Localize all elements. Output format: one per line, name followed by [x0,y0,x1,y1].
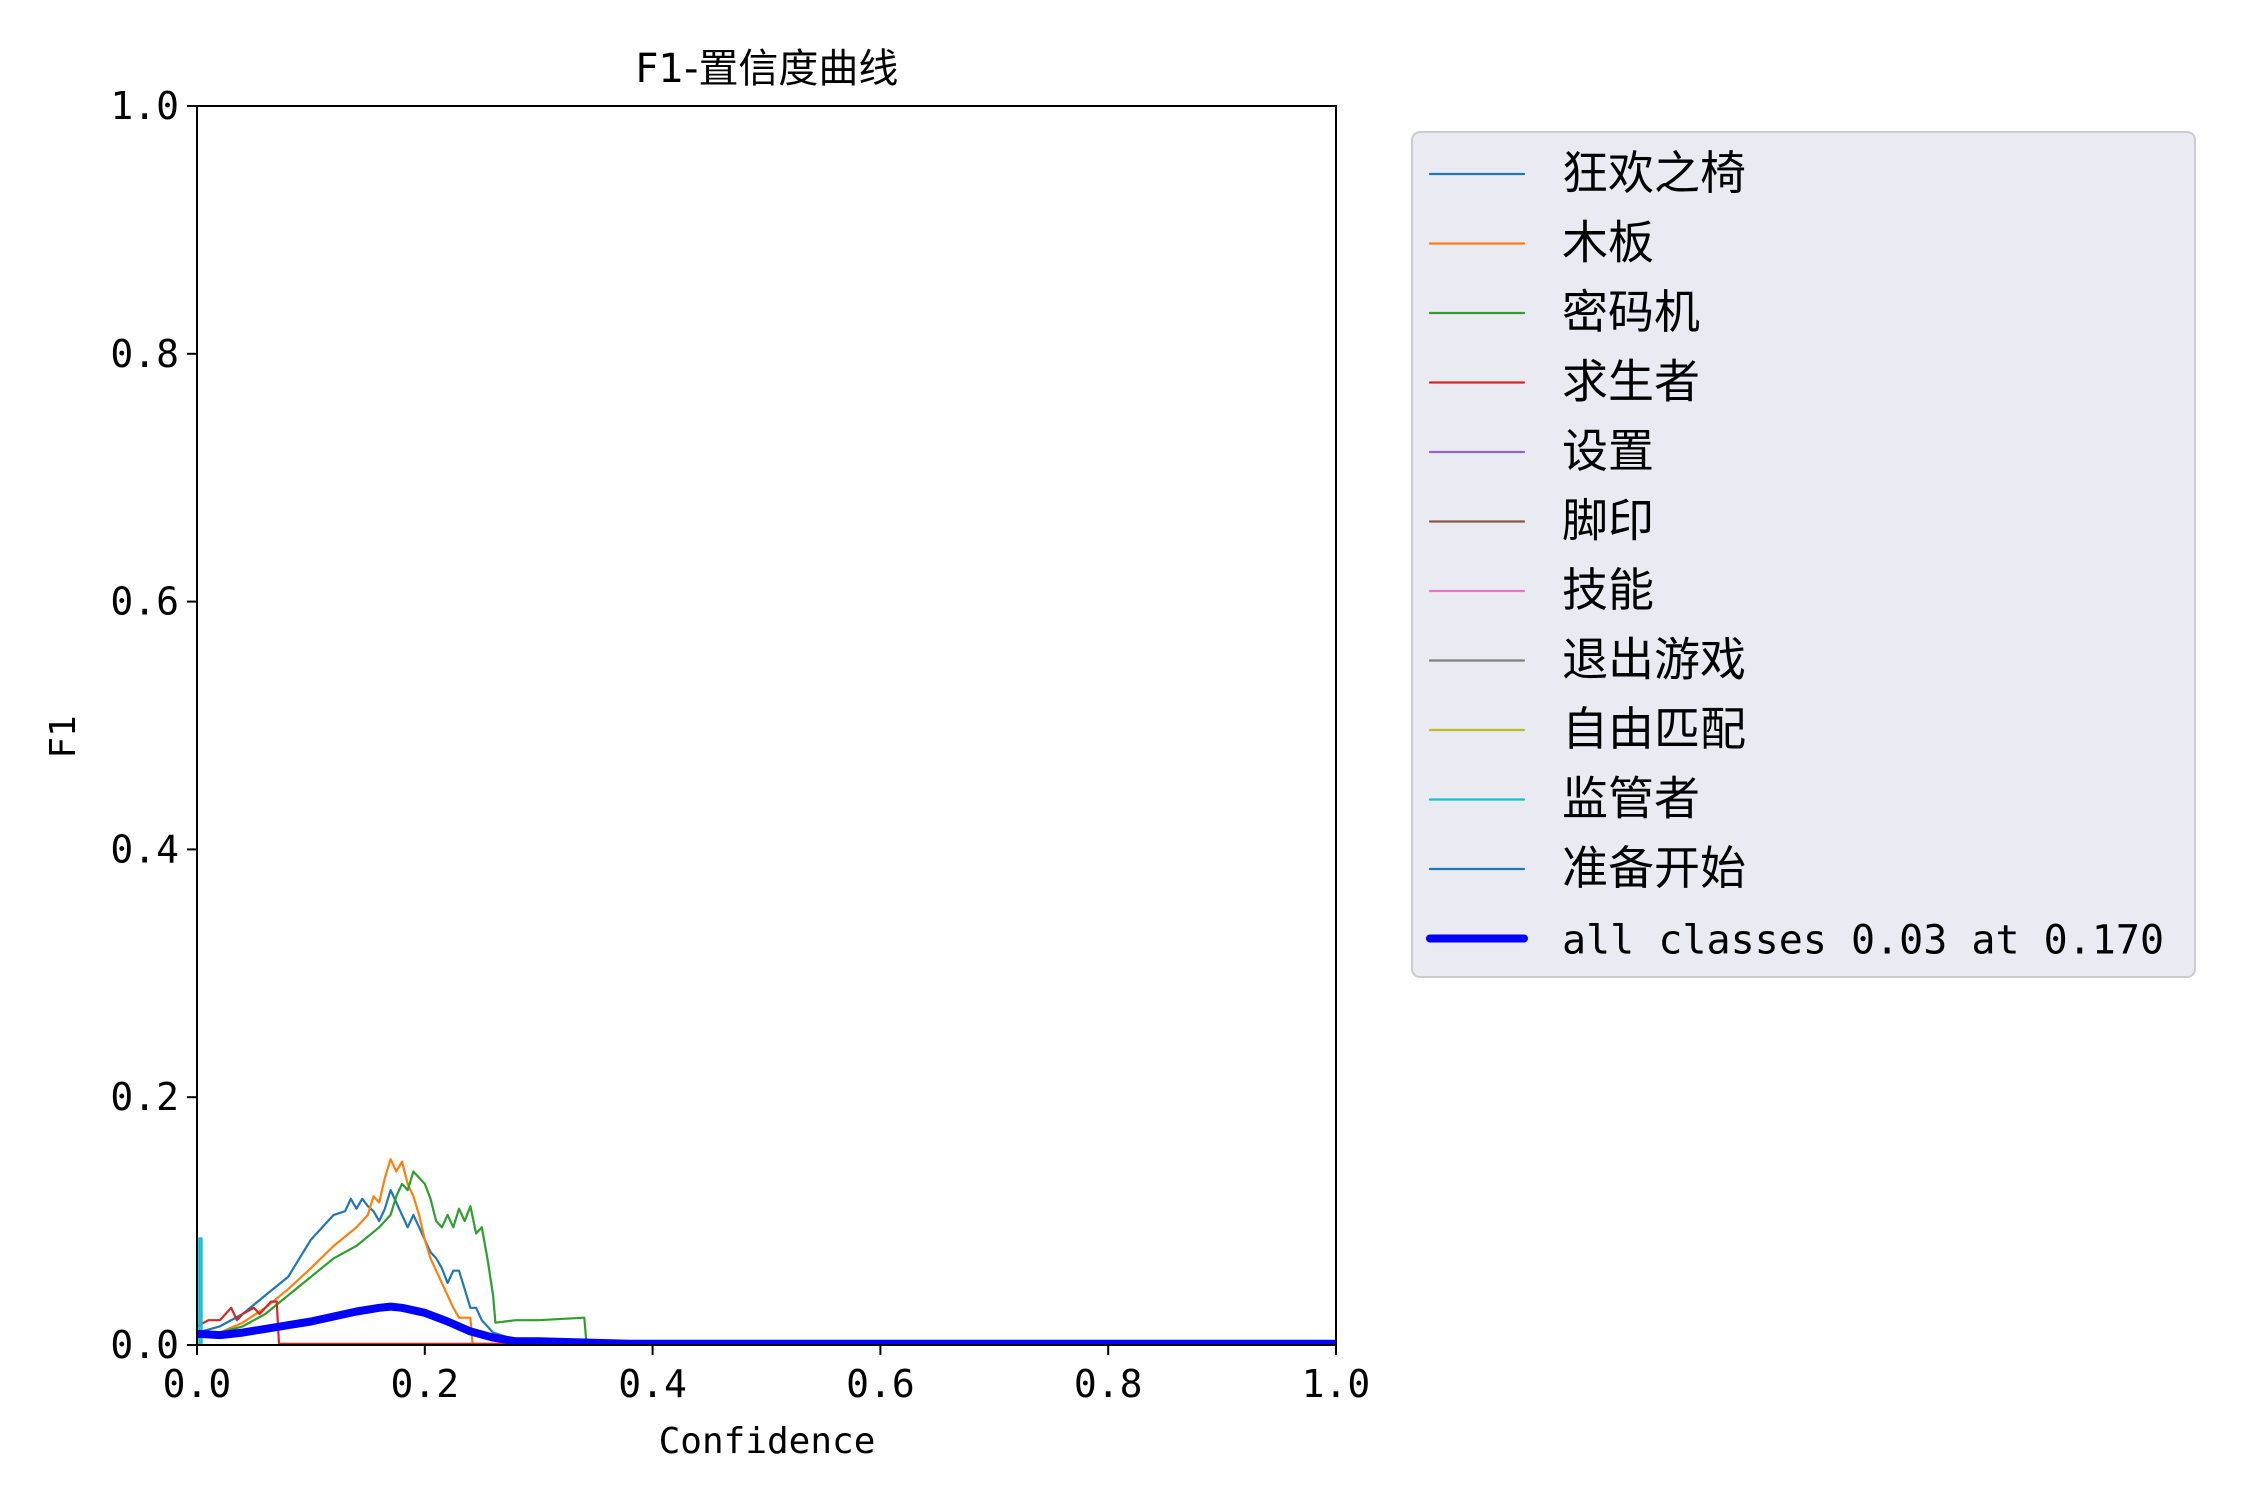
legend-box [1411,131,2196,978]
legend-label-4: 设置 [1562,424,1654,478]
x-tick-label-1: 0.2 [390,1362,459,1406]
series-line-2 [197,1170,1336,1345]
legend-label-3: 求生者 [1562,355,1700,409]
x-tick-label-3: 0.6 [846,1362,915,1406]
legend-label-5: 脚印 [1562,494,1654,548]
x-axis-label: Confidence [659,1421,876,1462]
legend-label-9: 监管者 [1562,772,1700,826]
x-tick-label-4: 0.8 [1074,1362,1143,1406]
series-lines [197,1158,1336,1345]
series-line-1 [197,1158,1336,1345]
x-tick-label-0: 0.0 [163,1362,232,1406]
legend-label-1: 木板 [1562,216,1654,270]
y-tick-label-1: 0.2 [110,1075,179,1119]
y-axis-label: F1 [43,715,84,758]
y-tick-label-0: 0.0 [110,1323,179,1367]
y-tick-label-4: 0.8 [110,332,179,376]
legend-label-10: 准备开始 [1562,841,1746,895]
series-line-0 [197,1189,1336,1345]
chart-title: F1-置信度曲线 [636,46,899,92]
plot-area: 0.0 0.2 0.4 0.6 0.8 1.0 0.0 0.2 0.4 0.6 0.8 1.0 [110,84,1370,1406]
legend-label-8: 自由匹配 [1562,702,1746,756]
x-tick-label-5: 1.0 [1302,1362,1371,1406]
y-tick-label-5: 1.0 [110,84,179,128]
legend-label-6: 技能 [1562,563,1654,617]
x-tick-label-2: 0.4 [618,1362,687,1406]
legend-label-2: 密码机 [1562,285,1700,339]
series-line-9 [198,1237,203,1345]
series-line-3 [197,1300,1336,1345]
legend-label-0: 狂欢之椅 [1562,146,1746,200]
y-tick-label-3: 0.6 [110,580,179,624]
series-line-11 [197,1302,1336,1345]
legend-label-11: all classes 0.03 at 0.170 [1562,918,2164,964]
y-tick-label-2: 0.4 [110,827,179,871]
legend-label-7: 退出游戏 [1562,633,1746,687]
plot-frame [196,105,1337,1346]
